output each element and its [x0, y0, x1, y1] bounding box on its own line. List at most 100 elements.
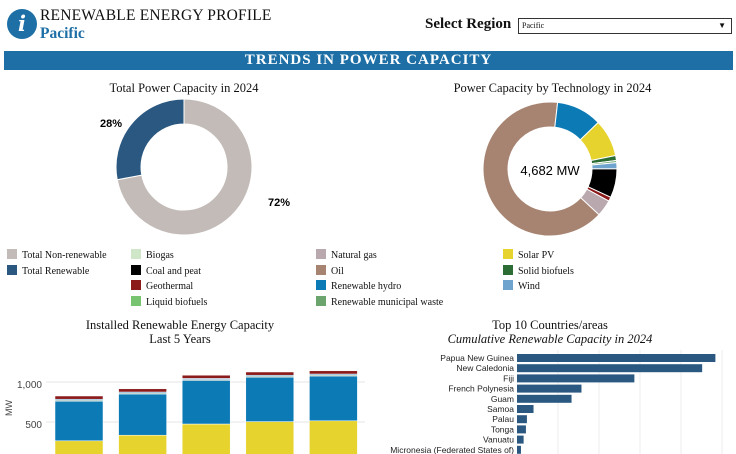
hbar-label-papua-new-guinea: Papua New Guinea: [440, 353, 514, 363]
legend-swatch: [131, 280, 141, 290]
legend-item-solid-biofuels[interactable]: Solid biofuels: [503, 264, 574, 279]
donut-total-capacity: 28% 72%: [100, 98, 290, 236]
total-capacity-slice-total-renewable[interactable]: [115, 98, 185, 181]
legend-item-renewable-hydro[interactable]: Renewable hydro: [316, 280, 401, 294]
hbar-guam[interactable]: [517, 394, 572, 403]
page-title: RENEWABLE ENERGY PROFILE: [40, 7, 272, 24]
donut-technology: 4,682 MW: [482, 101, 618, 237]
chart-title-top10-line1: Top 10 Countries/areas: [492, 318, 608, 332]
hbar-samoa[interactable]: [517, 405, 534, 413]
label-nonrenewable-pct: 72%: [268, 197, 290, 209]
hbar-french-polynesia[interactable]: [517, 384, 582, 393]
ytick-500: 500: [25, 420, 42, 431]
legend-item-wind[interactable]: Wind: [503, 280, 540, 294]
chart-title-installed-line1: Installed Renewable Energy Capacity: [85, 318, 275, 332]
hbar-label-tonga: Tonga: [491, 424, 514, 434]
hbar-label-palau: Palau: [492, 414, 514, 424]
bar-segment-solar-pv-2022[interactable]: [181, 423, 231, 454]
legend-item-natural-gas[interactable]: Natural gas: [316, 249, 377, 263]
legend-label: Renewable hydro: [331, 281, 402, 292]
ytick-1000: 1,000: [17, 380, 42, 391]
legend-label: Solid biofuels: [518, 265, 574, 277]
legend-label: Natural gas: [331, 250, 377, 261]
bar-segment-solar-pv-2023[interactable]: [245, 421, 295, 454]
legend-label: Biogas: [146, 250, 174, 261]
bar-segment-renewable-hydro-2023[interactable]: [245, 376, 295, 422]
hbar-micronesia-federated-states-of[interactable]: [517, 445, 521, 454]
label-renewable-pct: 28%: [100, 118, 122, 130]
technology-slice-natural-gas[interactable]: [580, 188, 610, 216]
bar-segment-geothermal-2020[interactable]: [54, 395, 104, 400]
select-region-label: Select Region: [425, 16, 512, 32]
hbar-label-samoa: Samoa: [487, 404, 514, 414]
legend-swatch: [316, 295, 326, 306]
legend-swatch: [7, 264, 17, 275]
technology-slice-oil[interactable]: [482, 101, 600, 237]
chart-title-top10: Top 10 Countries/areas Cumulative Renewa…: [420, 318, 680, 346]
donut-center-total: 4,682 MW: [520, 163, 580, 178]
hbar-label-micronesia-federated-states-of: Micronesia (Federated States of): [390, 445, 514, 454]
bar-segment-solar-pv-2020[interactable]: [54, 440, 104, 454]
hbar-fiji[interactable]: [517, 374, 635, 383]
legend-label: Wind: [518, 281, 540, 292]
legend-item-oil[interactable]: Oil: [316, 264, 344, 279]
legend-item-biogas[interactable]: Biogas: [131, 249, 174, 263]
total-capacity-slice-total-non-renewable[interactable]: [116, 98, 253, 236]
bar-segment-renewable-hydro-2021[interactable]: [118, 393, 167, 436]
legend-item-coal-and-peat[interactable]: Coal and peat: [131, 264, 201, 279]
hbar-tonga[interactable]: [517, 425, 526, 434]
legend-swatch: [503, 264, 513, 275]
region-select-value: Pacific: [522, 21, 545, 30]
legend-label: Liquid biofuels: [146, 296, 208, 308]
bar-segment-renewable-hydro-2024[interactable]: [309, 375, 358, 422]
chart-title-top10-line2: Cumulative Renewable Capacity in 2024: [447, 332, 653, 346]
legend-swatch: [131, 295, 141, 306]
chart-title-technology: Power Capacity by Technology in 2024: [453, 81, 652, 95]
legend-swatch: [503, 249, 513, 259]
legend-label: Renewable municipal waste: [331, 296, 444, 308]
legend-swatch: [131, 249, 141, 259]
legend-swatch: [316, 249, 326, 259]
legend-item-solar-pv[interactable]: Solar PV: [503, 249, 554, 263]
legend-item-renewable-municipal-waste[interactable]: Renewable municipal waste: [316, 295, 444, 310]
chevron-down-icon: ▼: [718, 21, 726, 30]
chart-title-total-capacity: Total Power Capacity in 2024: [109, 81, 259, 95]
legend-label: Geothermal: [146, 281, 194, 292]
legend-label: Total Renewable: [22, 265, 90, 277]
region-select[interactable]: Pacific ▼: [518, 18, 732, 34]
bar-segment-geothermal-2022[interactable]: [181, 374, 231, 379]
section-banner: TRENDS IN POWER CAPACITY: [4, 51, 733, 70]
hbar-label-french-polynesia: French Polynesia: [448, 384, 514, 394]
hbar-label-guam: Guam: [491, 394, 514, 404]
legend-swatch: [503, 280, 513, 290]
info-icon[interactable]: i: [7, 9, 37, 39]
legend-item-total-renewable[interactable]: Total Renewable: [7, 264, 90, 279]
chart-title-installed: Installed Renewable Energy Capacity Last…: [60, 318, 300, 346]
bar-segment-geothermal-2024[interactable]: [309, 370, 358, 375]
bar-segment-geothermal-2023[interactable]: [245, 371, 295, 376]
legend-item-liquid-biofuels[interactable]: Liquid biofuels: [131, 295, 208, 310]
legend-swatch: [131, 264, 141, 275]
hbar-label-new-caledonia: New Caledonia: [456, 363, 514, 373]
region-name: Pacific: [40, 25, 85, 42]
bar-segment-geothermal-2021[interactable]: [118, 388, 167, 393]
legend-item-total-non-renewable[interactable]: Total Non-renewable: [7, 249, 107, 263]
hbar-label-fiji: Fiji: [503, 373, 514, 383]
hbar-new-caledonia[interactable]: [517, 364, 703, 373]
bar-segment-renewable-hydro-2022[interactable]: [181, 380, 231, 425]
hbar-vanuatu[interactable]: [517, 435, 524, 444]
hbar-palau[interactable]: [517, 415, 527, 424]
bar-segment-renewable-hydro-2020[interactable]: [54, 400, 104, 442]
y-axis-label: MW: [4, 400, 14, 416]
stacked-bar-chart: 1,000 500 MW: [4, 370, 365, 454]
bar-segment-solar-pv-2021[interactable]: [118, 434, 167, 454]
bar-segment-solar-pv-2024[interactable]: [309, 420, 358, 454]
legend-item-geothermal[interactable]: Geothermal: [131, 280, 193, 294]
legend-label: Total Non-renewable: [22, 250, 107, 261]
legend-swatch: [316, 264, 326, 275]
hbar-papua-new-guinea[interactable]: [517, 354, 716, 362]
legend-swatch: [7, 249, 17, 259]
legend-label: Oil: [331, 265, 344, 277]
chart-title-installed-line2: Last 5 Years: [149, 332, 211, 346]
